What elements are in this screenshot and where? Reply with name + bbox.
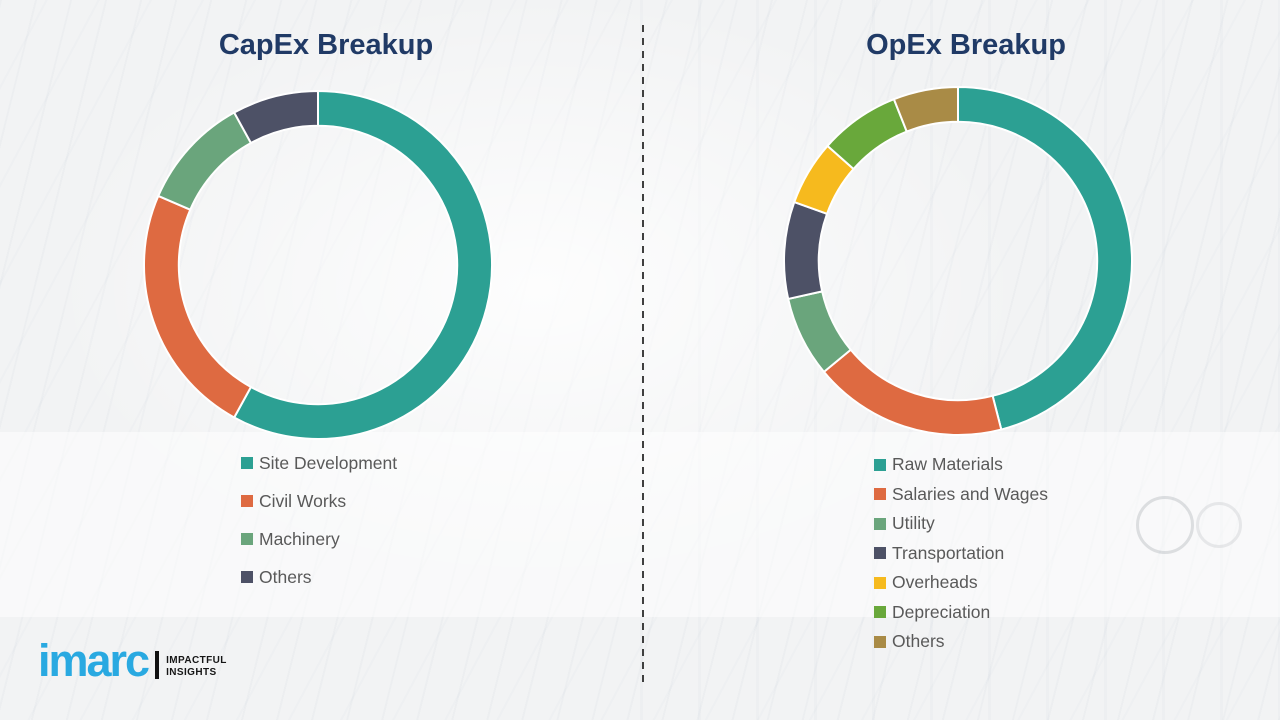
legend-swatch [241,457,253,469]
imarc-logo: imarc IMPACTFUL INSIGHTS [38,635,227,686]
legend-swatch [874,576,886,589]
donut-segment-site-development [233,90,494,440]
legend-label: Machinery [259,528,340,549]
legend-label: Site Development [259,452,398,473]
legend-swatch [874,458,886,471]
legend-swatch [241,533,253,545]
opex-chart-title: OpEx Breakup [866,29,1066,61]
legend-item: Raw Materials [874,450,1048,480]
legend-label: Depreciation [892,601,991,622]
legend-label: Salaries and Wages [892,483,1048,504]
capex-legend: Site Development Civil Works Machinery Othe… [241,444,397,596]
donut-segment-others [892,86,959,133]
legend-swatch [241,495,253,507]
donut-segment-raw-materials [957,86,1133,431]
capex-donut-chart [143,90,494,440]
legend-label: Raw Materials [892,454,1003,475]
opex-donut-chart [783,86,1133,436]
background-band [0,432,1280,617]
logo-tagline-line1: IMPACTFUL [166,654,227,666]
legend-item: Machinery [241,520,397,558]
legend-swatch [874,547,886,560]
legend-item: Utility [874,509,1048,539]
legend-swatch [874,606,886,619]
legend-item: Transportation [874,539,1048,569]
legend-item: Salaries and Wages [874,480,1048,510]
legend-label: Others [259,566,312,587]
legend-label: Overheads [892,572,978,593]
legend-item: Site Development [241,444,397,482]
legend-item: Overheads [874,568,1048,598]
donut-segment-machinery [157,111,252,211]
imarc-logo-wordmark: imarc [38,635,150,686]
background-circle-shape [1136,496,1194,554]
capex-chart-title: CapEx Breakup [218,29,434,61]
donut-segment-salaries-and-wages [822,348,1003,436]
legend-swatch [874,488,886,501]
logo-divider-bar [155,650,160,679]
donut-segment-others [233,90,319,145]
legend-item: Others [241,558,397,596]
logo-tagline: IMPACTFUL INSIGHTS [166,655,227,679]
legend-item: Others [874,627,1048,657]
legend-item: Depreciation [874,598,1048,628]
legend-item: Civil Works [241,482,397,520]
background-circle-shape [1196,502,1242,548]
legend-label: Civil Works [259,490,347,511]
legend-label: Utility [892,513,935,534]
legend-swatch [874,635,886,648]
legend-swatch [874,517,886,530]
legend-label: Others [892,631,945,652]
donut-segment-transportation [783,201,829,300]
opex-legend: Raw Materials Salaries and Wages Utility Tr… [874,450,1048,657]
donut-segment-civil-works [143,194,252,419]
legend-swatch [241,571,253,583]
section-divider-line [642,25,644,688]
logo-tagline-line2: INSIGHTS [166,666,217,678]
legend-label: Transportation [892,542,1005,563]
